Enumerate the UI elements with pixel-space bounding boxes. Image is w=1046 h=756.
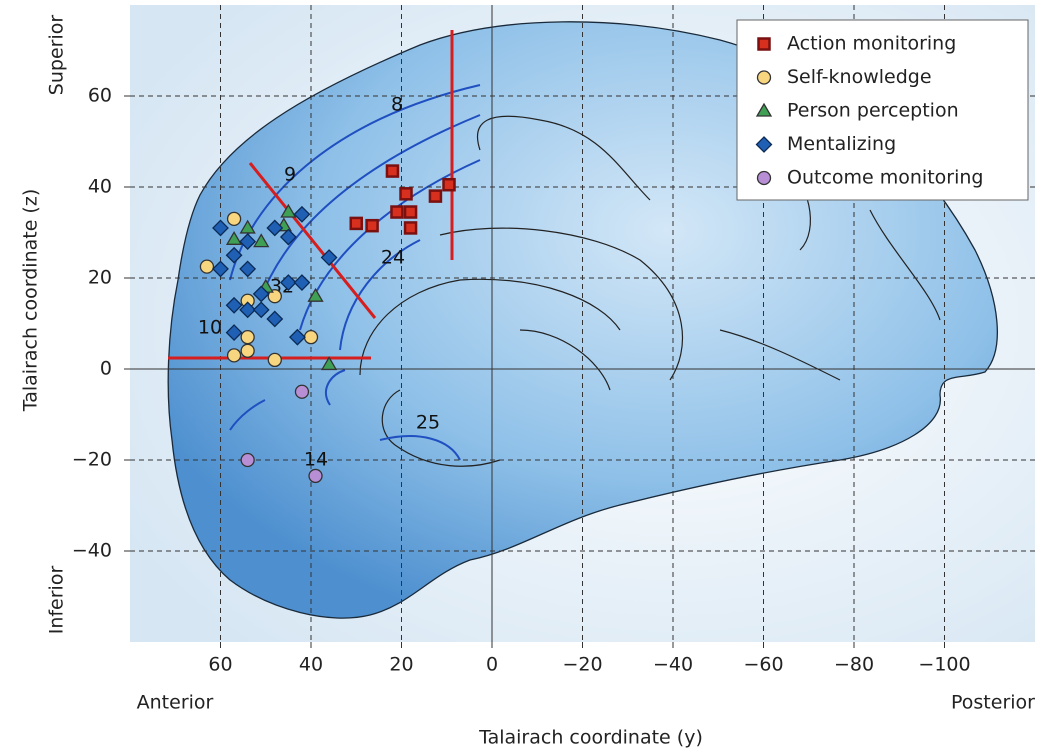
point <box>267 352 282 368</box>
point <box>267 289 282 304</box>
point <box>755 102 773 117</box>
point <box>212 260 229 278</box>
point <box>266 310 284 328</box>
y-tick-label: −40 <box>72 540 112 562</box>
point <box>349 216 363 231</box>
points <box>199 164 456 484</box>
x-tick-label: 60 <box>208 654 232 676</box>
point <box>199 259 215 274</box>
y-tick-label: −20 <box>72 449 112 471</box>
point <box>240 329 255 345</box>
point <box>289 328 306 346</box>
point <box>225 324 243 342</box>
area-label: 10 <box>198 317 222 339</box>
y-tick-label: 20 <box>88 267 112 289</box>
point <box>293 205 311 223</box>
point <box>756 170 772 186</box>
point <box>365 218 379 233</box>
point <box>303 329 319 345</box>
sulci <box>359 115 941 467</box>
point <box>756 70 772 85</box>
legend: Action monitoring Self-knowledge Person pe… <box>736 19 1029 201</box>
point <box>280 203 297 218</box>
point <box>320 249 338 266</box>
area-label: 9 <box>284 164 296 186</box>
point <box>308 468 323 484</box>
point <box>239 219 256 234</box>
point <box>399 187 413 201</box>
axis-annotation: Posterior <box>951 692 1035 714</box>
y-axis-label: Talairach coordinate (z) <box>20 189 42 412</box>
axis-annotation: Superior <box>46 15 68 96</box>
x-tick-label: −60 <box>743 654 783 676</box>
point <box>240 452 255 468</box>
y-tick-label: 40 <box>88 176 112 198</box>
legend-label: Self-knowledge <box>787 66 932 88</box>
point <box>225 296 243 314</box>
x-tick-label: −40 <box>653 654 693 676</box>
point <box>239 260 257 278</box>
area-label: 24 <box>381 247 405 269</box>
area-boundaries <box>229 84 481 461</box>
point <box>225 246 243 264</box>
y-tick-label: 0 <box>100 358 112 380</box>
point <box>320 356 338 371</box>
point <box>293 274 311 291</box>
point <box>307 287 324 302</box>
point <box>757 37 771 51</box>
point <box>390 205 404 219</box>
point <box>279 274 297 291</box>
legend-box <box>736 19 1029 201</box>
point <box>212 219 229 237</box>
point <box>279 228 297 246</box>
axis-annotation: Anterior <box>137 692 214 714</box>
grid <box>124 5 1035 648</box>
axis-annotation: Inferior <box>46 566 68 635</box>
x-tick-label: −80 <box>834 654 874 676</box>
point <box>266 219 284 237</box>
point <box>428 189 443 203</box>
point <box>226 348 242 363</box>
x-tick-label: 40 <box>299 654 323 676</box>
legend-label: Action monitoring <box>787 33 956 55</box>
area-label: 14 <box>304 449 328 471</box>
point <box>403 205 418 219</box>
point <box>253 233 270 248</box>
point <box>385 164 400 178</box>
x-tick-label: 20 <box>389 654 413 676</box>
area-label: 25 <box>416 412 440 434</box>
x-tick-label: 0 <box>486 654 498 676</box>
point <box>239 301 257 319</box>
x-axis-label: Talairach coordinate (y) <box>478 727 703 749</box>
point <box>225 231 243 245</box>
point <box>755 136 773 153</box>
x-tick-label: −20 <box>562 654 602 676</box>
legend-label: Mentalizing <box>787 133 896 155</box>
legend-label: Person perception <box>787 100 959 122</box>
point <box>240 343 255 358</box>
point <box>294 384 310 399</box>
point <box>403 221 418 235</box>
point <box>226 211 242 227</box>
y-tick-label: 60 <box>88 85 112 107</box>
x-tick-label: −100 <box>918 654 970 676</box>
point <box>252 285 270 303</box>
point <box>252 301 270 319</box>
point <box>442 177 456 192</box>
area-label: 8 <box>391 94 403 116</box>
point <box>239 233 257 251</box>
legend-label: Outcome monitoring <box>787 167 983 189</box>
